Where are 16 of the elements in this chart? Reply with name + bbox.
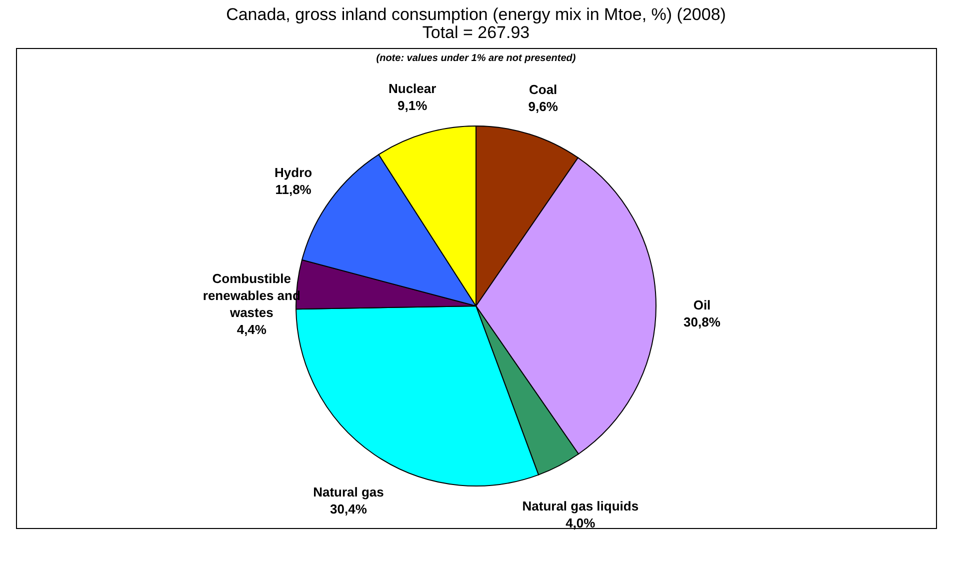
slice-label: Oil	[693, 298, 711, 313]
chart-subtitle: Total = 267.93	[422, 23, 530, 42]
data-label: 9,1%	[398, 98, 428, 114]
slice-label: Natural gas liquids	[522, 498, 639, 514]
data-label: 4,0%	[566, 515, 596, 530]
chart-title: Canada, gross inland consumption (energy mix in Mtoe, %) (2008)	[226, 5, 726, 24]
data-label: 30,8%	[684, 314, 721, 330]
data-label: 9,6%	[528, 99, 558, 114]
data-label: 30,4%	[330, 502, 368, 517]
data-label: 4,4%	[236, 322, 267, 337]
slice-label: Hydro	[274, 164, 312, 180]
slice-label: Coal	[528, 82, 558, 98]
text: (note: values under 1% are not presented)	[376, 53, 576, 64]
slice-label: Natural gas	[313, 484, 384, 500]
slice-label: Nuclear	[388, 81, 436, 96]
data-label: 11,8%	[275, 182, 312, 197]
